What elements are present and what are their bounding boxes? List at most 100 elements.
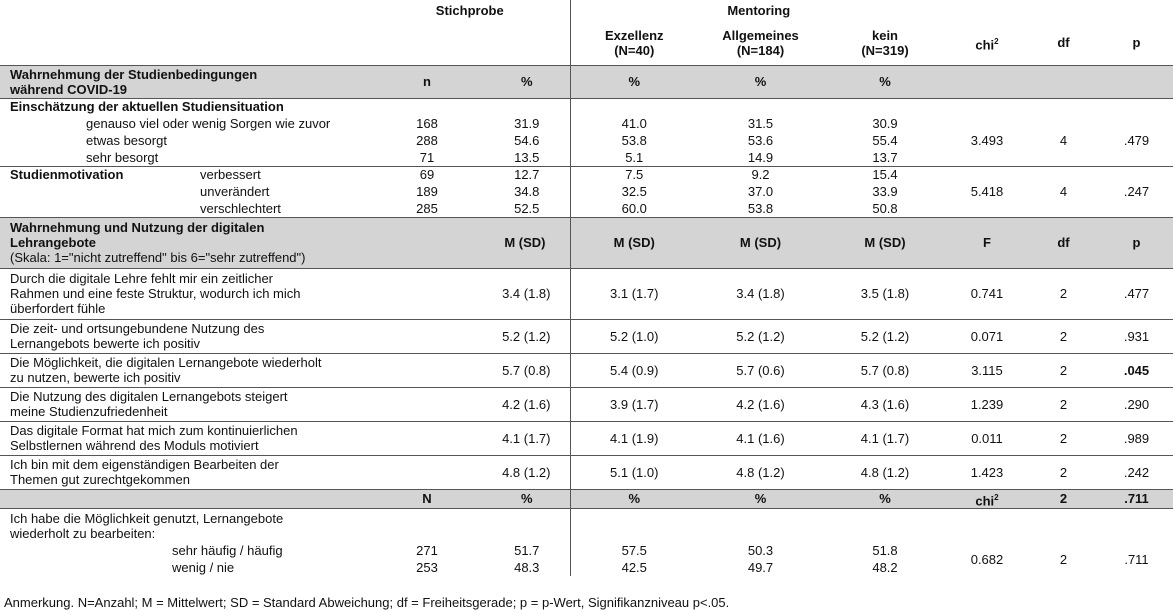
cell-p: .931 [1100, 318, 1173, 353]
cell-pct: 34.8 [514, 184, 540, 199]
cell-exz: 7.5 [569, 165, 698, 183]
cell-pct: 54.6 [514, 133, 540, 148]
table-row: genauso viel oder wenig Sorgen wie zuvor… [0, 115, 1173, 148]
item-text: Die zeit- und ortsungebundene Nutzung de… [0, 318, 370, 353]
table-row: sehr häufig / häufig 271 51.7 57.5 50.3 … [0, 542, 1173, 567]
cell-n: 271 [416, 543, 438, 559]
section3-chi-header: chi2 [947, 488, 1027, 509]
cell-kein: 4.1 (1.7) [823, 420, 947, 455]
section1-allg-pct-header: % [698, 64, 823, 98]
q1-p: .479 [1123, 132, 1150, 148]
section2-msd-header: M (SD) [370, 216, 570, 268]
cell-pct: 52.5 [514, 200, 540, 216]
section1-n-header: n [370, 64, 484, 98]
cell-kein: 3.5 (1.8) [823, 267, 947, 319]
cell-all: 4.1 (1.7) [370, 420, 570, 455]
section2-df-header: df [1027, 216, 1100, 268]
cell-allg: 53.6 [747, 133, 774, 148]
cell-kein: 51.8 [872, 543, 898, 559]
cell-pct: 48.3 [514, 560, 540, 576]
cell-all: 3.4 (1.8) [370, 267, 570, 319]
section3-pct-header: % [484, 488, 570, 509]
row-label: sehr häufig / häufig [172, 543, 283, 559]
q2-df: 4 [1027, 165, 1100, 217]
cell-all: 5.2 (1.2) [370, 318, 570, 353]
cell-f: 3.115 [947, 352, 1027, 387]
cell-exz: 5.1 [569, 149, 698, 166]
table-row: Die Nutzung des digitalen Lernangebots s… [0, 386, 1173, 421]
cell-exz: 4.1 (1.9) [569, 420, 698, 455]
cell-pct: 12.7 [484, 165, 570, 183]
table-row: etwas besorgt 288 54.6 53.8 53.6 55.4 [0, 132, 1173, 149]
cell-df: 2 [1027, 318, 1100, 353]
cell-df: 2 [1027, 420, 1100, 455]
cell-all: 4.8 (1.2) [370, 454, 570, 489]
cell-df: 2 [1027, 352, 1100, 387]
cell-exz: 5.2 (1.0) [569, 318, 698, 353]
cell-n: 285 [416, 200, 438, 216]
cell-all: 5.7 (0.8) [370, 352, 570, 387]
cell-kein: 50.8 [872, 200, 898, 216]
cell-kein: 33.9 [872, 184, 898, 199]
section3-chi: 0.682 [970, 551, 1004, 567]
cell-n: 69 [370, 165, 484, 183]
cell-pct: 51.7 [514, 543, 540, 559]
cell-allg: 5.7 (0.6) [698, 352, 823, 387]
header-chi: chi2 [975, 36, 999, 52]
cell-exz: 60.0 [569, 200, 698, 217]
header-p: p [1132, 35, 1141, 51]
table-row: Durch die digitale Lehre fehlt mir ein z… [0, 267, 1173, 319]
item-text: Durch die digitale Lehre fehlt mir ein z… [0, 267, 370, 319]
section1-pct-header: % [484, 64, 570, 98]
row-label: etwas besorgt [86, 133, 167, 148]
item-text: Die Möglichkeit, die digitalen Lernangeb… [0, 352, 370, 387]
cell-exz: 5.1 (1.0) [569, 454, 698, 489]
table-row: Die zeit- und ortsungebundene Nutzung de… [0, 318, 1173, 353]
cell-kein: 48.2 [872, 560, 898, 576]
cell-allg: 9.2 [698, 165, 823, 183]
section1-kein-pct-header: % [823, 64, 947, 98]
section3-n-header: N [370, 488, 484, 509]
cell-exz: 41.0 [569, 115, 698, 132]
cell-n: 288 [416, 133, 438, 148]
cell-n: 253 [416, 560, 438, 576]
section1-exz-pct-header: % [569, 64, 698, 98]
row-label: verschlechtert [200, 200, 281, 216]
cell-exz: 3.9 (1.7) [569, 386, 698, 421]
cell-kein: 55.4 [872, 133, 898, 148]
header-exzellenz: Exzellenz (N=40) [569, 21, 698, 65]
cell-n: 168 [416, 116, 438, 131]
item-text: Ich bin mit dem eigenständigen Bearbeite… [0, 454, 370, 489]
section3-kein-pct-header: % [823, 488, 947, 509]
table-row: wenig / nie 253 48.3 42.5 49.7 48.2 [0, 559, 1173, 577]
cell-kein: 5.7 (0.8) [823, 352, 947, 387]
row-label: genauso viel oder wenig Sorgen wie zuvor [86, 116, 331, 131]
header-stichprobe: Stichprobe [435, 3, 504, 18]
results-table: Stichprobe Mentoring Exzellenz (N=40) All… [0, 0, 1173, 577]
section2-kein-msd-header: M (SD) [823, 216, 947, 268]
item-text: Die Nutzung des digitalen Lernangebots s… [0, 386, 370, 421]
cell-p-significant: .045 [1100, 352, 1173, 387]
item-text: Das digitale Format hat mich zum kontinu… [0, 420, 370, 455]
table-row: verschlechtert 285 52.5 60.0 53.8 50.8 [0, 200, 1173, 217]
section2-f-header: F [947, 216, 1027, 268]
header-allgemeines: Allgemeines (N=184) [722, 27, 799, 58]
cell-allg: 3.4 (1.8) [698, 267, 823, 319]
q1-title: Einschätzung der aktuellen Studiensituat… [0, 97, 570, 115]
cell-pct: 13.5 [514, 149, 540, 165]
cell-allg: 31.5 [747, 116, 774, 131]
cell-pct: 31.9 [514, 116, 540, 131]
cell-allg: 14.9 [747, 149, 774, 165]
cell-f: 0.741 [947, 267, 1027, 319]
cell-allg: 4.1 (1.6) [698, 420, 823, 455]
cell-kein: 15.4 [823, 165, 947, 183]
cell-p: .477 [1100, 267, 1173, 319]
cell-allg: 4.8 (1.2) [698, 454, 823, 489]
cell-allg: 5.2 (1.2) [698, 318, 823, 353]
section3-p: .711 [1124, 551, 1149, 567]
cell-n: 189 [416, 184, 438, 199]
q2-title: Studienmotivation [10, 167, 124, 183]
cell-exz: 53.8 [569, 132, 698, 149]
table-row: Das digitale Format hat mich zum kontinu… [0, 420, 1173, 455]
cell-exz: 32.5 [569, 183, 698, 200]
